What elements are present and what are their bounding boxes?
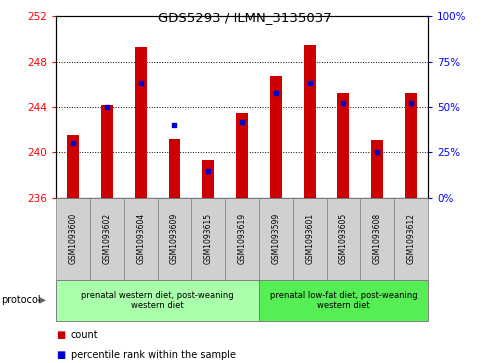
Bar [269,77,281,198]
Text: GSM1093599: GSM1093599 [271,213,280,264]
Text: GSM1093605: GSM1093605 [338,213,347,264]
Text: GSM1093615: GSM1093615 [203,213,212,264]
Bar [370,140,382,198]
Text: count: count [71,330,98,340]
Bar [67,135,79,198]
Point [204,168,212,174]
Text: protocol: protocol [1,295,41,305]
Point [103,104,111,110]
Bar [236,113,247,198]
Text: ■: ■ [56,350,65,360]
Point [372,150,380,155]
Bar [337,94,348,198]
Text: GSM1093602: GSM1093602 [102,213,111,264]
Bar [202,160,214,198]
Point [305,81,313,86]
Bar [303,45,315,198]
Bar [135,47,146,198]
Bar [168,139,180,198]
Bar [101,105,113,198]
Text: percentile rank within the sample: percentile rank within the sample [71,350,235,360]
Text: GSM1093608: GSM1093608 [372,213,381,264]
Text: prenatal western diet, post-weaning
western diet: prenatal western diet, post-weaning west… [81,291,233,310]
Text: prenatal low-fat diet, post-weaning
western diet: prenatal low-fat diet, post-weaning west… [269,291,416,310]
Text: GSM1093609: GSM1093609 [170,213,179,264]
Bar [404,94,416,198]
Point [406,101,414,106]
Point [238,119,245,125]
Point [271,90,279,95]
Text: GDS5293 / ILMN_3135037: GDS5293 / ILMN_3135037 [157,11,331,24]
FancyArrowPatch shape [38,298,45,303]
Point [339,101,346,106]
Point [69,140,77,146]
Text: GSM1093612: GSM1093612 [406,213,415,264]
Text: ■: ■ [56,330,65,340]
Text: GSM1093601: GSM1093601 [305,213,313,264]
Text: GSM1093600: GSM1093600 [68,213,78,264]
Text: GSM1093619: GSM1093619 [237,213,246,264]
Point [137,81,144,86]
Text: GSM1093604: GSM1093604 [136,213,145,264]
Point [170,122,178,128]
